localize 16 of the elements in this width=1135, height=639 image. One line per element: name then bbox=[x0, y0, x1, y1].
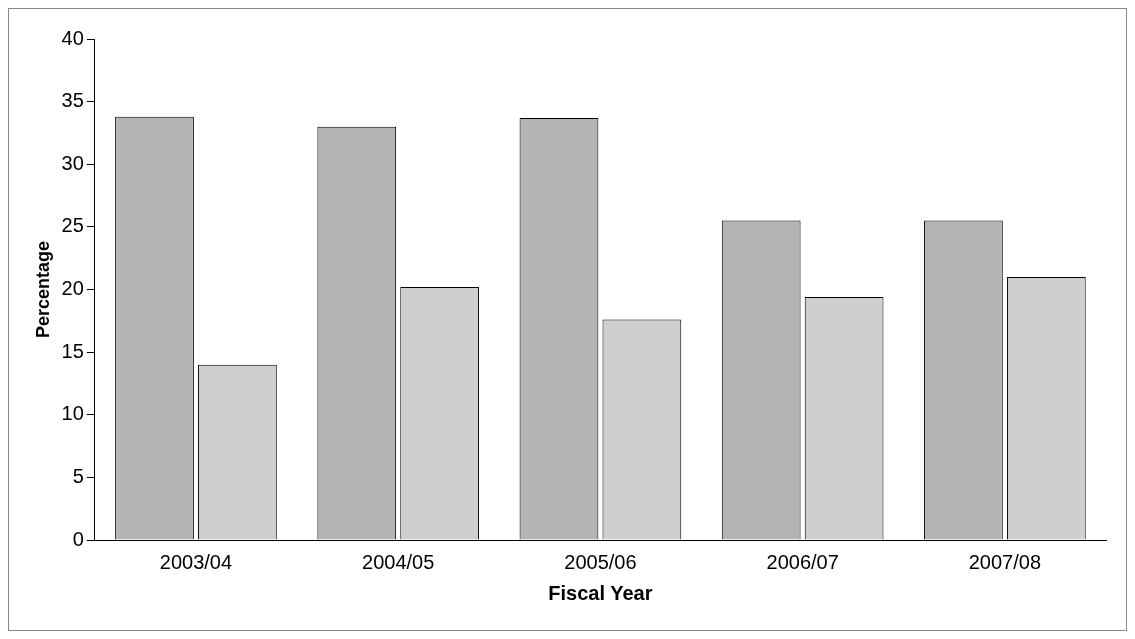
x-tick-label: 2004/05 bbox=[362, 550, 435, 573]
x-tick-label: 2007/08 bbox=[968, 550, 1042, 573]
y-tick-label: 30 bbox=[61, 151, 84, 174]
y-tick-label: 25 bbox=[61, 214, 84, 237]
y-tick-label: 10 bbox=[61, 402, 84, 425]
x-tick-label: 2003/04 bbox=[159, 550, 233, 573]
x-tick-label: 2005/06 bbox=[564, 550, 637, 573]
y-axis-title: Percentage bbox=[32, 240, 53, 339]
x-tick-label: 2006/07 bbox=[766, 550, 839, 573]
y-tick-label: 35 bbox=[61, 89, 84, 112]
y-tick-label: 20 bbox=[61, 277, 84, 300]
y-tick-label: 40 bbox=[61, 26, 84, 49]
y-tick-label: 15 bbox=[61, 339, 84, 362]
y-tick-label: 0 bbox=[72, 527, 84, 550]
y-tick-label: 5 bbox=[72, 464, 84, 487]
x-axis-title: Fiscal Year bbox=[548, 581, 653, 604]
